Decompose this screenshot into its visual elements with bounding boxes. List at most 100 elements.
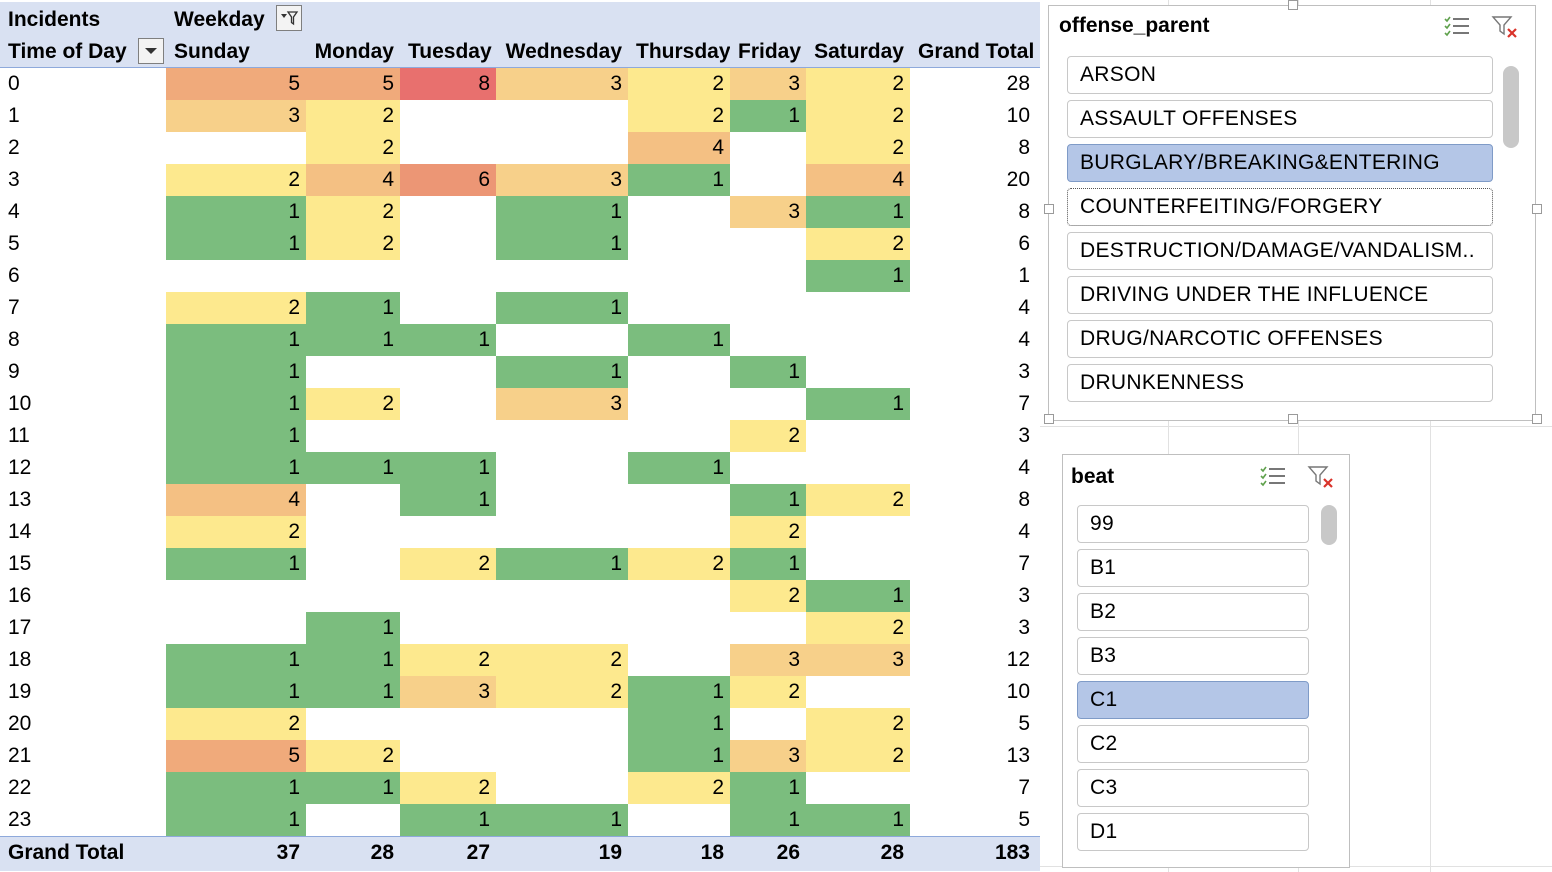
row-label[interactable]: 2	[8, 136, 20, 159]
value-cell[interactable]: 1	[166, 772, 306, 804]
value-cell[interactable]	[496, 132, 628, 164]
value-cell[interactable]: 3	[730, 740, 806, 772]
value-cell[interactable]: 1	[306, 644, 400, 676]
row-label[interactable]: 22	[8, 776, 32, 799]
slicer-item[interactable]: B3	[1077, 637, 1309, 675]
value-cell[interactable]: 1	[400, 324, 496, 356]
value-cell[interactable]: 2	[306, 740, 400, 772]
value-cell[interactable]: 1	[730, 772, 806, 804]
value-cell[interactable]	[730, 708, 806, 740]
value-cell[interactable]	[628, 292, 730, 324]
value-cell[interactable]: 2	[806, 484, 910, 516]
value-cell[interactable]	[400, 260, 496, 292]
column-header[interactable]: Saturday	[814, 40, 904, 63]
value-cell[interactable]: 2	[730, 516, 806, 548]
value-cell[interactable]	[806, 292, 910, 324]
value-cell[interactable]: 1	[730, 548, 806, 580]
value-cell[interactable]: 2	[496, 676, 628, 708]
value-cell[interactable]	[166, 612, 306, 644]
value-cell[interactable]: 2	[730, 580, 806, 612]
value-cell[interactable]	[496, 260, 628, 292]
row-label[interactable]: 11	[8, 424, 30, 447]
grand-total-cell[interactable]: 27	[466, 841, 490, 864]
value-cell[interactable]: 2	[166, 516, 306, 548]
row-total-cell[interactable]: 12	[1006, 648, 1030, 671]
row-label[interactable]: 0	[8, 72, 20, 95]
value-cell[interactable]	[628, 260, 730, 292]
value-cell[interactable]: 1	[628, 740, 730, 772]
row-total-cell[interactable]: 10	[1006, 680, 1030, 703]
row-total-cell[interactable]: 4	[1018, 520, 1030, 543]
value-cell[interactable]: 1	[306, 676, 400, 708]
value-cell[interactable]	[806, 548, 910, 580]
value-cell[interactable]: 4	[806, 164, 910, 196]
value-cell[interactable]: 2	[400, 772, 496, 804]
value-cell[interactable]: 1	[166, 548, 306, 580]
value-cell[interactable]: 2	[166, 708, 306, 740]
value-cell[interactable]	[306, 420, 400, 452]
grand-total-cell[interactable]: 19	[598, 841, 622, 864]
value-cell[interactable]: 5	[166, 68, 306, 100]
value-cell[interactable]	[730, 324, 806, 356]
value-cell[interactable]	[806, 356, 910, 388]
value-cell[interactable]	[166, 580, 306, 612]
value-cell[interactable]: 1	[496, 196, 628, 228]
value-cell[interactable]: 2	[730, 676, 806, 708]
value-cell[interactable]	[628, 804, 730, 836]
row-total-cell[interactable]: 3	[1018, 360, 1030, 383]
value-cell[interactable]	[628, 484, 730, 516]
value-cell[interactable]: 1	[166, 356, 306, 388]
row-total-cell[interactable]: 6	[1018, 232, 1030, 255]
value-cell[interactable]: 3	[400, 676, 496, 708]
offense-parent-slicer[interactable]: offense_parent ARSON ASSAULT OFFENSES BURG…	[1048, 5, 1536, 421]
row-label[interactable]: 19	[8, 680, 32, 703]
slicer-item[interactable]: DRIVING UNDER THE INFLUENCE	[1067, 276, 1493, 314]
row-total-cell[interactable]: 7	[1018, 392, 1030, 415]
value-cell[interactable]	[400, 356, 496, 388]
value-cell[interactable]	[806, 676, 910, 708]
row-total-cell[interactable]: 10	[1006, 104, 1030, 127]
value-cell[interactable]: 1	[806, 388, 910, 420]
value-cell[interactable]	[730, 228, 806, 260]
value-cell[interactable]: 2	[306, 388, 400, 420]
value-cell[interactable]: 5	[166, 740, 306, 772]
row-total-cell[interactable]: 3	[1018, 616, 1030, 639]
row-total-cell[interactable]: 5	[1018, 712, 1030, 735]
value-cell[interactable]	[400, 580, 496, 612]
row-total-cell[interactable]: 28	[1006, 72, 1030, 95]
row-label[interactable]: 12	[8, 456, 32, 479]
value-cell[interactable]	[496, 324, 628, 356]
value-cell[interactable]	[730, 292, 806, 324]
value-cell[interactable]	[400, 516, 496, 548]
value-cell[interactable]: 2	[306, 132, 400, 164]
slicer-item[interactable]: D1	[1077, 813, 1309, 851]
value-cell[interactable]: 2	[166, 292, 306, 324]
value-cell[interactable]: 2	[400, 548, 496, 580]
value-cell[interactable]: 2	[806, 68, 910, 100]
value-cell[interactable]: 3	[730, 68, 806, 100]
multi-select-icon[interactable]	[1259, 464, 1287, 496]
value-cell[interactable]: 1	[628, 676, 730, 708]
value-cell[interactable]	[306, 484, 400, 516]
row-label[interactable]: 21	[8, 744, 32, 767]
slicer-item[interactable]: BURGLARY/BREAKING&ENTERING	[1067, 144, 1493, 182]
value-cell[interactable]: 3	[730, 644, 806, 676]
value-cell[interactable]: 1	[166, 644, 306, 676]
value-cell[interactable]: 2	[806, 100, 910, 132]
row-total-cell[interactable]: 4	[1018, 296, 1030, 319]
value-cell[interactable]: 1	[730, 356, 806, 388]
value-cell[interactable]: 3	[496, 388, 628, 420]
value-cell[interactable]: 1	[806, 580, 910, 612]
value-cell[interactable]	[628, 228, 730, 260]
value-cell[interactable]	[730, 260, 806, 292]
value-cell[interactable]: 1	[806, 196, 910, 228]
value-cell[interactable]	[400, 132, 496, 164]
value-cell[interactable]	[628, 516, 730, 548]
clear-filter-icon[interactable]	[1491, 14, 1521, 46]
slicer-item[interactable]: C1	[1077, 681, 1309, 719]
row-total-cell[interactable]: 4	[1018, 456, 1030, 479]
row-total-cell[interactable]: 1	[1018, 264, 1030, 287]
value-cell[interactable]: 2	[166, 164, 306, 196]
value-cell[interactable]	[730, 452, 806, 484]
grand-total-cell[interactable]: 37	[276, 841, 300, 864]
